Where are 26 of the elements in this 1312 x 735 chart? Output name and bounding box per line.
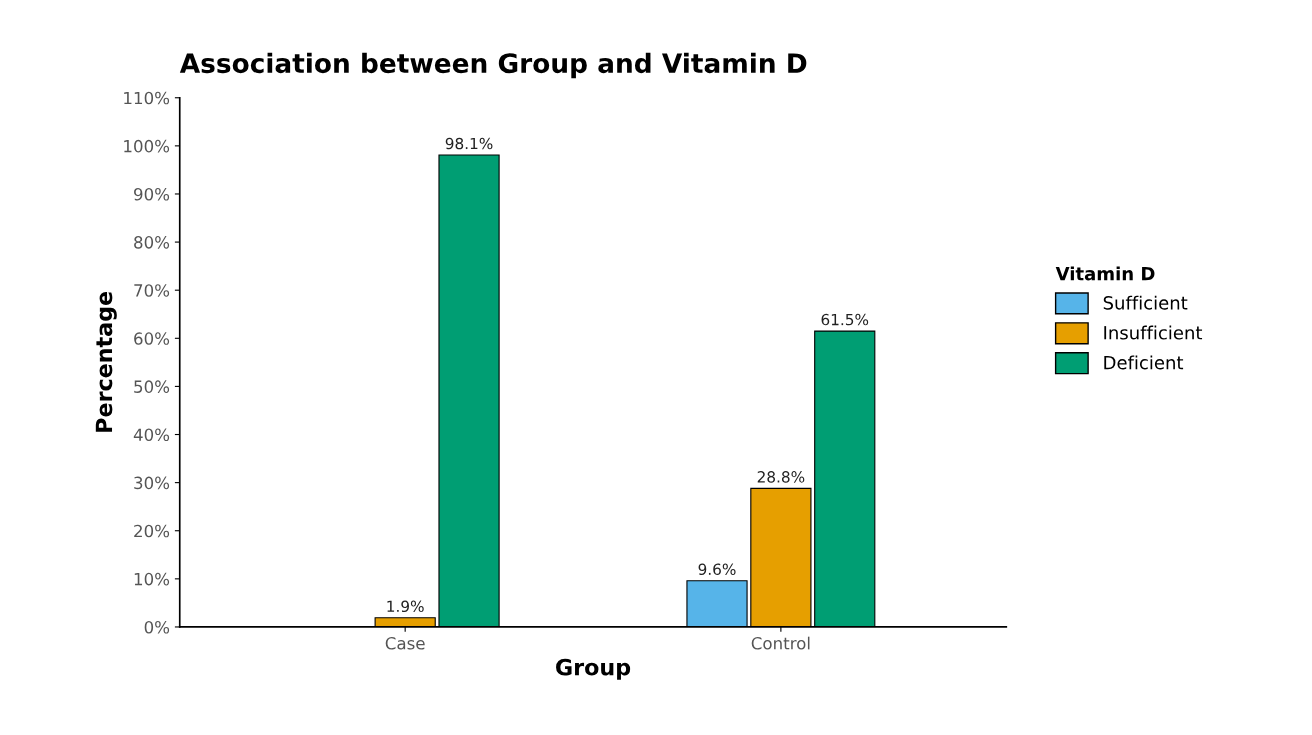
- x-axis-title: Group: [556, 658, 631, 680]
- y-tick-label: 100%: [124, 139, 170, 153]
- legend-label: Insufficient: [1104, 325, 1203, 340]
- y-tick-label: 80%: [134, 236, 170, 249]
- data-label: 61.5%: [821, 313, 869, 326]
- y-tick-label: 0%: [144, 620, 170, 634]
- data-label: 1.9%: [387, 600, 424, 613]
- x-tick-label: Control: [751, 636, 810, 650]
- legend-title: Vitamin D: [1055, 266, 1155, 281]
- y-tick-label: 30%: [134, 476, 170, 490]
- y-tick-label: 10%: [134, 572, 170, 586]
- y-tick-label: 90%: [134, 187, 170, 201]
- y-axis-title: Percentage: [95, 291, 117, 432]
- legend-label: Sufficient: [1103, 295, 1188, 310]
- y-tick-label: 50%: [134, 380, 170, 393]
- chart-title: Association between Group and Vitamin D: [179, 52, 807, 79]
- legend-label: Deficient: [1104, 355, 1184, 370]
- data-label: 28.8%: [757, 471, 805, 483]
- data-label: 9.6%: [698, 563, 736, 576]
- y-tick-label: 40%: [133, 428, 170, 442]
- data-label: 98.1%: [445, 137, 493, 150]
- y-tick-label: 20%: [134, 524, 170, 538]
- x-tick-label: Case: [385, 636, 425, 650]
- y-tick-label: 60%: [134, 332, 170, 345]
- y-tick-label: 110%: [124, 91, 170, 105]
- y-tick-label: 70%: [134, 284, 170, 297]
